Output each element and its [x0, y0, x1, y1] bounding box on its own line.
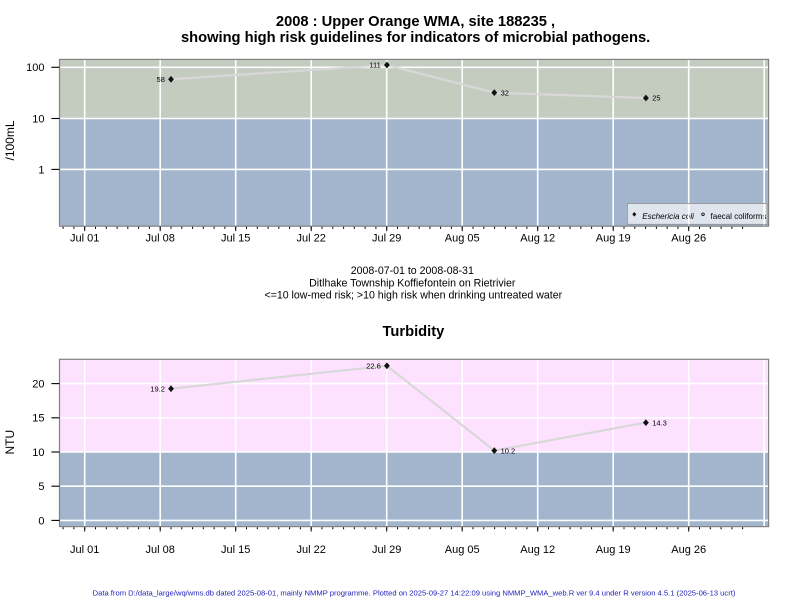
svg-text:Jul 29: Jul 29: [372, 544, 401, 556]
svg-text:15: 15: [32, 413, 44, 425]
svg-text:5: 5: [38, 481, 44, 493]
svg-text:Jul 08: Jul 08: [146, 544, 175, 556]
svg-text:2008-07-01 to 2008-08-31: 2008-07-01 to 2008-08-31: [351, 265, 474, 277]
svg-text:10: 10: [32, 113, 44, 125]
svg-text:Aug 05: Aug 05: [445, 544, 480, 556]
svg-text:19.2: 19.2: [150, 384, 165, 393]
svg-text:Aug 12: Aug 12: [520, 544, 555, 556]
svg-text:Turbidity: Turbidity: [383, 324, 446, 340]
svg-text:25: 25: [652, 94, 660, 103]
svg-text:NTU: NTU: [3, 430, 17, 455]
svg-text:1: 1: [38, 164, 44, 176]
svg-text:showing high risk guidelines f: showing high risk guidelines for indicat…: [181, 30, 650, 46]
svg-text:111: 111: [369, 61, 380, 70]
svg-text:faecal coliforms: faecal coliforms: [711, 212, 767, 221]
svg-text:Jul 22: Jul 22: [297, 233, 326, 245]
svg-text:14.3: 14.3: [652, 418, 667, 427]
svg-text:10.2: 10.2: [501, 446, 516, 455]
svg-text:58: 58: [157, 75, 165, 84]
svg-text:Eschericia coli: Eschericia coli: [642, 212, 694, 221]
svg-text:Aug 26: Aug 26: [671, 544, 706, 556]
svg-text:<=10 low-med risk; >10 high ri: <=10 low-med risk; >10 high risk when dr…: [264, 289, 562, 301]
svg-text:Jul 22: Jul 22: [297, 544, 326, 556]
svg-text:Aug 19: Aug 19: [596, 233, 631, 245]
svg-text:2008 : Upper Orange WMA, site: 2008 : Upper Orange WMA, site 188235 ,: [276, 14, 555, 30]
svg-text:Jul 29: Jul 29: [372, 233, 401, 245]
svg-text:Jul 15: Jul 15: [221, 233, 250, 245]
svg-text:Data from D:/data_large/wq/wms: Data from D:/data_large/wq/wms.db dated …: [93, 588, 736, 597]
svg-text:100: 100: [26, 62, 44, 74]
svg-text:Jul 01: Jul 01: [70, 233, 99, 245]
svg-text:Ditlhake Township Koffiefontei: Ditlhake Township Koffiefontein on Rietr…: [309, 277, 516, 289]
svg-text:20: 20: [32, 379, 44, 391]
svg-text:Jul 01: Jul 01: [70, 544, 99, 556]
svg-text:Aug 19: Aug 19: [596, 544, 631, 556]
svg-text:22.6: 22.6: [366, 362, 381, 371]
svg-text:0: 0: [38, 515, 44, 527]
svg-text:Aug 26: Aug 26: [671, 233, 706, 245]
svg-text:Jul 15: Jul 15: [221, 544, 250, 556]
svg-text:32: 32: [501, 88, 509, 97]
svg-text:Jul 08: Jul 08: [146, 233, 175, 245]
svg-text:10: 10: [32, 447, 44, 459]
svg-text:Aug 12: Aug 12: [520, 233, 555, 245]
svg-text:Aug 05: Aug 05: [445, 233, 480, 245]
svg-text:/100mL: /100mL: [3, 120, 17, 160]
